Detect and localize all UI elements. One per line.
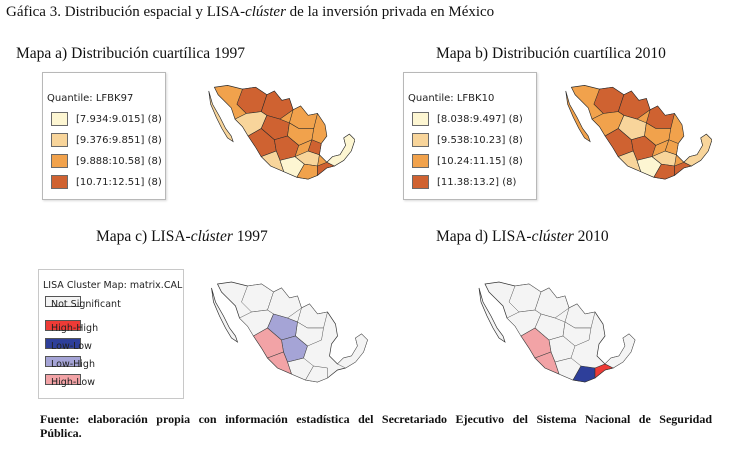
legend-item: [8.038:9.497] (8) [412,111,523,127]
legend-label: Not Significant [51,299,121,310]
legend-quantile-2010: Quantile: LFBK10 [8.038:9.497] (8) [9.53… [403,72,537,200]
legend-swatch [412,154,429,168]
legend-title: LISA Cluster Map: matrix.CAL [43,280,183,291]
map-d-lisa-2010 [478,281,636,383]
legend-swatch-low-high [45,356,81,367]
legend-swatch-high-high [45,320,81,331]
legend-item: [11.38:13.2] (8) [412,174,516,190]
legend-item: [7.934:9.015] (8) [51,111,162,127]
source-note: Fuente: elaboración propia con informaci… [40,412,712,440]
legend-swatch [412,175,429,189]
legend-item: [10.71:12.51] (8) [51,174,162,190]
figure-title: Gáfica 3. Distribución espacial y LISA-c… [6,4,495,20]
legend-item: [9.376:9.851] (8) [51,132,162,148]
source-line-2: Pública. [40,426,82,440]
legend-swatch-high-low [45,374,81,385]
legend-swatch [51,112,68,126]
caption-map-c: Mapa c) LISA-clúster 1997 [96,228,268,245]
legend-label: Low-High [51,359,95,370]
legend-swatch [51,133,68,147]
legend-label: Low-Low [51,341,92,352]
legend-swatch-low-low [45,338,81,349]
legend-item: [9.538:10.23] (8) [412,132,523,148]
legend-quantile-1997: Quantile: LFBK97 [7.934:9.015] (8) [9.37… [42,72,166,200]
map-c-lisa-1997 [211,281,368,383]
legend-swatch [412,133,429,147]
legend-swatch-not-significant [45,296,81,307]
legend-swatch [51,154,68,168]
map-a-quantile-1997 [208,84,355,180]
legend-label: High-High [51,323,99,334]
legend-label: High-Low [51,377,95,388]
legend-swatch [412,112,429,126]
caption-map-d: Mapa d) LISA-clúster 2010 [436,228,609,245]
legend-swatch [51,175,68,189]
caption-map-b: Mapa b) Distribución cuartílica 2010 [436,45,666,62]
source-line-1: Fuente: elaboración propia con informaci… [40,412,712,426]
legend-lisa-panel: LISA Cluster Map: matrix.CAL Not Signifi… [38,269,184,399]
legend-item: [10.24:11.15] (8) [412,153,523,169]
legend-item: [9.888:10.58] (8) [51,153,162,169]
caption-map-a: Mapa a) Distribución cuartílica 1997 [16,45,245,62]
legend-title: Quantile: LFBK97 [47,93,134,104]
map-b-quantile-2010 [565,84,712,180]
legend-title: Quantile: LFBK10 [408,93,495,104]
